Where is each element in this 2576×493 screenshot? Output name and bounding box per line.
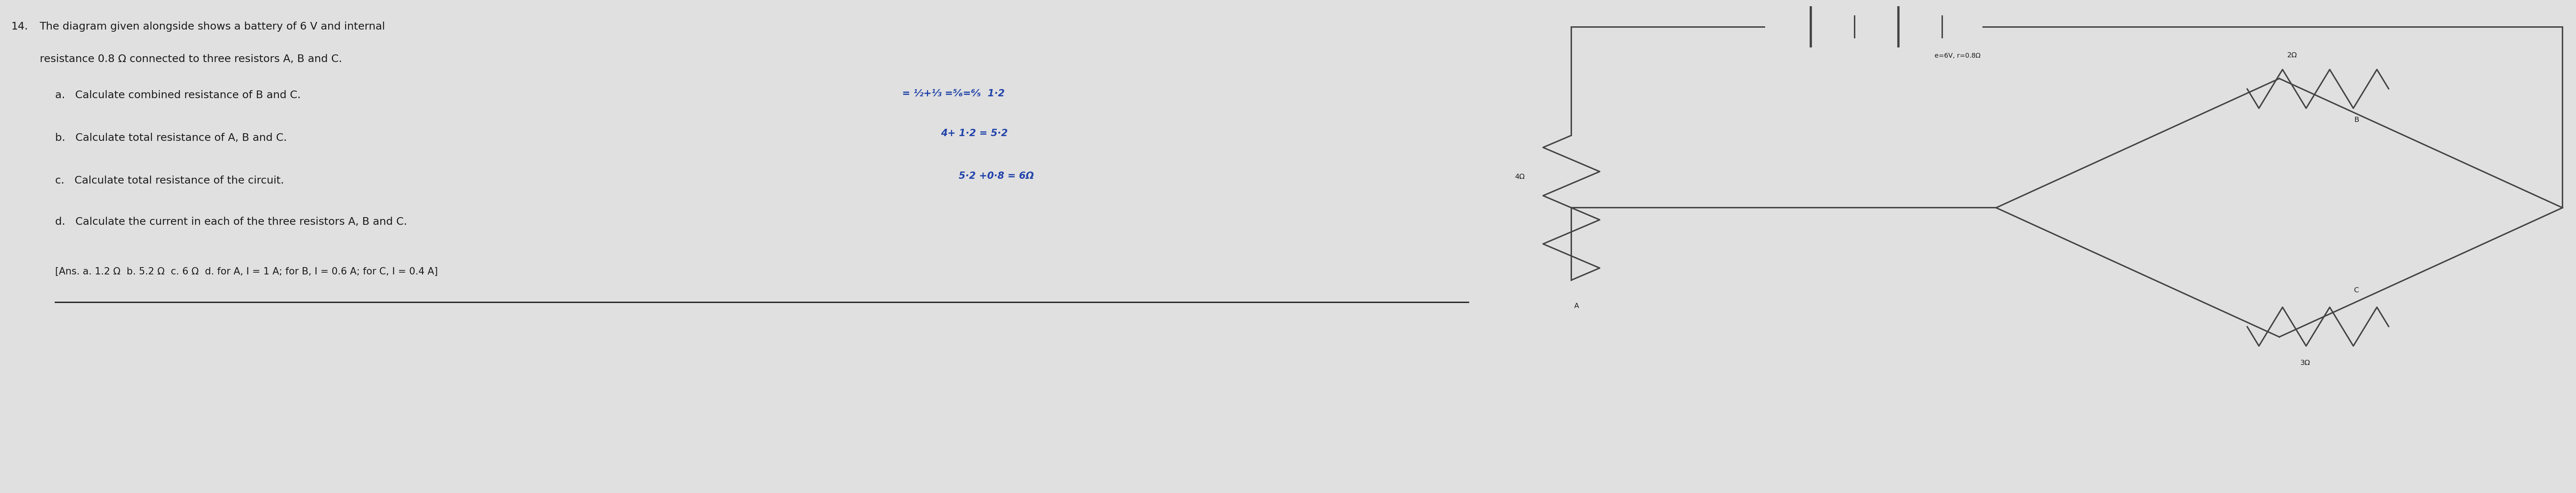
Text: C: C: [2354, 287, 2360, 294]
Text: resistance 0.8 Ω connected to three resistors A, B and C.: resistance 0.8 Ω connected to three resi…: [39, 54, 343, 64]
Text: 4+ 1·2 = 5·2: 4+ 1·2 = 5·2: [940, 129, 1007, 139]
Text: b.   Calculate total resistance of A, B and C.: b. Calculate total resistance of A, B an…: [54, 133, 286, 143]
Text: c.   Calculate total resistance of the circuit.: c. Calculate total resistance of the cir…: [54, 176, 283, 186]
Text: The diagram given alongside shows a battery of 6 V and internal: The diagram given alongside shows a batt…: [39, 22, 386, 32]
Text: 14.: 14.: [10, 22, 28, 32]
Text: B: B: [2354, 116, 2360, 123]
Text: 2Ω: 2Ω: [2287, 52, 2298, 59]
Text: 5·2 +0·8 = 6Ω: 5·2 +0·8 = 6Ω: [958, 172, 1033, 181]
Text: = ½+⅓ =⁵⁄₆=⁶⁄₅  1·2: = ½+⅓ =⁵⁄₆=⁶⁄₅ 1·2: [902, 89, 1005, 99]
Text: 4Ω: 4Ω: [1515, 173, 1525, 180]
Text: 3Ω: 3Ω: [2300, 359, 2311, 366]
Text: d.   Calculate the current in each of the three resistors A, B and C.: d. Calculate the current in each of the …: [54, 217, 407, 227]
Text: A: A: [1574, 303, 1579, 310]
Text: a.   Calculate combined resistance of B and C.: a. Calculate combined resistance of B an…: [54, 90, 301, 101]
Text: [Ans. a. 1.2 Ω  b. 5.2 Ω  c. 6 Ω  d. for A, I = 1 A; for B, I = 0.6 A; for C, I : [Ans. a. 1.2 Ω b. 5.2 Ω c. 6 Ω d. for A,…: [54, 267, 438, 277]
Text: e=6V, r=0.8Ω: e=6V, r=0.8Ω: [1935, 53, 1981, 59]
